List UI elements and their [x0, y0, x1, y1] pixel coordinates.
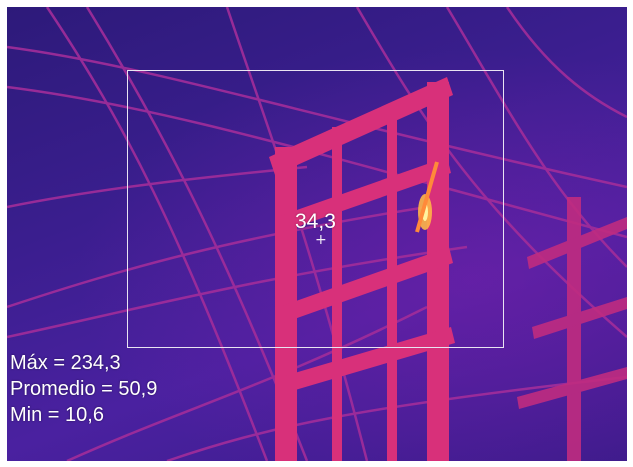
temperature-stats: Máx = 234,3 Promedio = 50,9 Min = 10,6	[10, 350, 157, 428]
hotspot	[415, 161, 439, 233]
stat-max: Máx = 234,3	[10, 352, 121, 374]
crosshair-icon: +	[315, 232, 327, 248]
measurement-area-box[interactable]	[127, 70, 504, 348]
stat-average: Promedio = 50,9	[10, 378, 158, 400]
thermal-image-viewport: 34,3 + Máx = 234,3 Promedio = 50,9 Min =…	[7, 7, 627, 461]
stat-min: Min = 10,6	[10, 404, 104, 426]
transmission-tower-main	[269, 77, 455, 461]
thermal-scene	[7, 7, 627, 461]
transmission-tower-secondary	[517, 197, 627, 461]
spot-temperature: 34,3	[295, 210, 336, 233]
